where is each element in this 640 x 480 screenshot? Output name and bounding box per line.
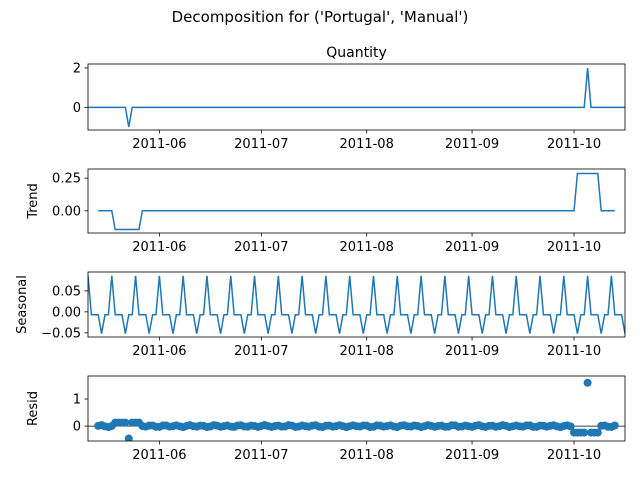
x-tick-label: 2011-09	[445, 137, 499, 152]
y-tick-label: 2	[73, 61, 81, 76]
resid-point	[566, 422, 575, 431]
observed-plot-area	[88, 67, 625, 128]
x-tick-label: 2011-10	[547, 137, 601, 152]
resid-point	[580, 428, 589, 437]
x-tick-label: 2011-09	[445, 448, 499, 463]
trend-ylabel: Trend	[26, 183, 41, 220]
x-tick-label: 2011-08	[340, 344, 394, 359]
x-tick-label: 2011-09	[445, 240, 499, 255]
resid-ylabel: Resid	[26, 391, 41, 426]
x-tick-label: 2011-10	[547, 240, 601, 255]
observed-title: Quantity	[326, 45, 387, 61]
x-tick-label: 2011-09	[445, 344, 499, 359]
seasonal-ylabel: Seasonal	[15, 275, 30, 334]
resid-point	[610, 421, 619, 430]
x-tick-label: 2011-06	[132, 448, 186, 463]
resid-point	[593, 428, 602, 437]
x-tick-label: 2011-06	[132, 344, 186, 359]
resid-point	[124, 434, 133, 441]
figure-suptitle: Decomposition for ('Portugal', 'Manual')	[172, 8, 469, 26]
y-tick-label: 0.05	[52, 284, 81, 299]
panel-seasonal: 2011-06 2011-07 2011-08 2011-09 2011-10 −0.05…	[15, 271, 626, 359]
panel-resid: 2011-06 2011-07 2011-08 2011-09 2011-10 0 1 Res…	[26, 375, 626, 463]
trend-axes-frame	[87, 168, 626, 234]
x-tick-label: 2011-06	[132, 240, 186, 255]
y-tick-label: 0	[73, 420, 81, 435]
x-tick-label: 2011-07	[234, 448, 288, 463]
observed-series-line	[88, 67, 625, 128]
y-tick-label: 0.00	[52, 305, 81, 320]
x-tick-label: 2011-08	[340, 137, 394, 152]
resid-plot-area	[88, 378, 625, 441]
y-tick-label: 1	[73, 393, 81, 408]
x-tick-label: 2011-08	[340, 448, 394, 463]
y-tick-label: 0.00	[52, 204, 81, 219]
seasonal-plot-area	[88, 275, 625, 334]
resid-point	[583, 378, 592, 387]
x-tick-label: 2011-06	[132, 137, 186, 152]
x-tick-label: 2011-10	[547, 448, 601, 463]
seasonal-series-line	[88, 275, 625, 334]
resid-point	[121, 418, 130, 427]
x-tick-label: 2011-07	[234, 344, 288, 359]
panel-observed: 2011-06 2011-07 2011-08 2011-09 2011-10 0 2 Qua…	[73, 45, 626, 152]
panel-trend: 2011-06 2011-07 2011-08 2011-09 2011-10 0.00 0…	[26, 168, 626, 255]
x-tick-label: 2011-08	[340, 240, 394, 255]
observed-axes-frame	[87, 63, 626, 131]
x-tick-label: 2011-07	[234, 137, 288, 152]
seasonal-axes-frame	[87, 271, 626, 338]
panels: 2011-06 2011-07 2011-08 2011-09 2011-10 0 2 Qua…	[15, 45, 626, 463]
y-tick-label: −0.05	[41, 326, 81, 341]
x-tick-label: 2011-10	[547, 344, 601, 359]
x-tick-label: 2011-07	[234, 240, 288, 255]
trend-series-line	[98, 172, 615, 231]
resid-axes-frame	[87, 375, 626, 442]
y-tick-label: 0	[73, 101, 81, 116]
y-tick-label: 0.25	[52, 172, 81, 187]
trend-plot-area	[98, 172, 615, 231]
